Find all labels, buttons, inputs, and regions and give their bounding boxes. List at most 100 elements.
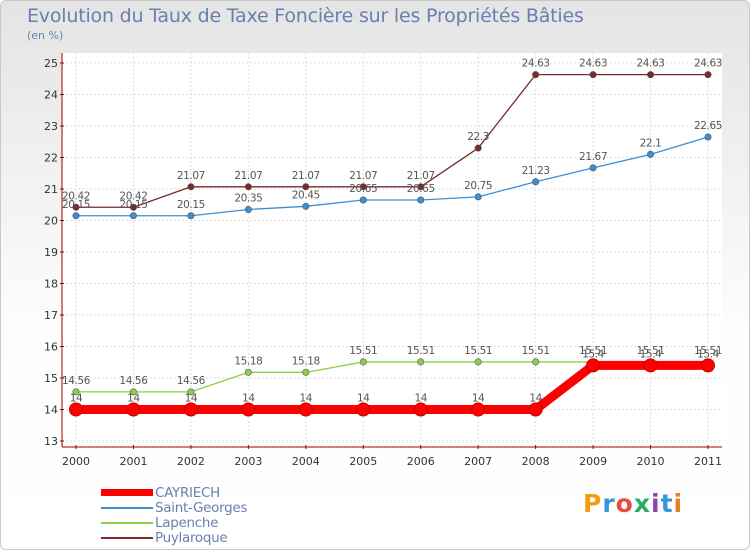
data-point bbox=[302, 368, 310, 376]
logo-letter: x bbox=[633, 489, 651, 518]
data-label: 21.23 bbox=[522, 165, 550, 177]
data-point bbox=[471, 402, 486, 417]
logo-letter: i bbox=[673, 489, 684, 518]
x-tick-label: 2004 bbox=[292, 455, 320, 468]
series-line-saint-georges bbox=[76, 136, 709, 217]
legend-item: Lapenche bbox=[101, 515, 247, 531]
data-point bbox=[704, 133, 712, 141]
data-label: 20.15 bbox=[177, 199, 205, 211]
data-point bbox=[244, 368, 252, 376]
y-tick-label: 16 bbox=[44, 341, 58, 354]
series-line-cayriech bbox=[76, 360, 708, 414]
data-point bbox=[474, 144, 482, 152]
data-point bbox=[359, 183, 367, 191]
data-label: 14 bbox=[127, 393, 140, 405]
data-label: 14 bbox=[70, 393, 83, 405]
legend-swatch bbox=[101, 506, 153, 509]
data-label: 14 bbox=[242, 393, 255, 405]
data-point bbox=[69, 402, 83, 417]
data-point bbox=[126, 402, 141, 417]
legend-item: Puylaroque bbox=[101, 529, 247, 546]
data-point bbox=[532, 358, 540, 366]
x-tick-label: 2008 bbox=[522, 455, 550, 468]
data-label: 24.63 bbox=[522, 58, 550, 70]
logo-letter: t bbox=[660, 489, 674, 518]
y-tick-label: 23 bbox=[44, 120, 58, 133]
x-tick-label: 2000 bbox=[62, 455, 90, 468]
legend-swatch bbox=[101, 521, 153, 524]
data-label: 20.42 bbox=[62, 190, 90, 202]
data-label: 20.35 bbox=[234, 192, 262, 204]
data-point bbox=[359, 196, 367, 204]
data-label: 14 bbox=[472, 393, 485, 405]
data-label: 20.75 bbox=[464, 180, 492, 192]
data-point bbox=[532, 178, 540, 186]
data-label: 20.15 bbox=[62, 199, 90, 211]
legend-label: Puylaroque bbox=[155, 529, 228, 546]
data-point bbox=[129, 388, 137, 396]
logo-letter: r bbox=[602, 489, 616, 518]
y-tick-label: 21 bbox=[44, 183, 58, 196]
x-tick-label: 2002 bbox=[177, 455, 205, 468]
x-tick-label: 2005 bbox=[349, 455, 377, 468]
data-point bbox=[183, 402, 198, 417]
data-label: 14.56 bbox=[62, 375, 91, 387]
data-point bbox=[643, 358, 658, 373]
legend-item: Saint-Georges bbox=[101, 499, 248, 516]
x-tick-label: 2007 bbox=[464, 455, 492, 468]
series-line-puylaroque bbox=[76, 74, 708, 208]
data-label: 20.65 bbox=[349, 183, 377, 195]
legend-label: Saint-Georges bbox=[155, 499, 248, 516]
plot-area bbox=[62, 53, 722, 441]
y-tick-label: 22 bbox=[44, 152, 58, 165]
data-point bbox=[704, 71, 712, 79]
data-label: 24.63 bbox=[579, 58, 607, 70]
data-point bbox=[241, 402, 256, 417]
data-point bbox=[589, 164, 597, 172]
y-tick-label: 15 bbox=[44, 372, 58, 385]
data-label: 15.51 bbox=[464, 345, 492, 357]
data-label: 24.63 bbox=[637, 58, 665, 70]
data-point bbox=[701, 358, 715, 373]
data-label: 21.07 bbox=[407, 170, 435, 182]
data-label: 15.4 bbox=[582, 348, 604, 360]
data-point bbox=[417, 183, 425, 191]
data-label: 21.07 bbox=[292, 170, 320, 182]
chart-unit: (en %) bbox=[27, 29, 64, 42]
data-point bbox=[129, 203, 137, 211]
y-tick-label: 17 bbox=[44, 309, 58, 322]
data-point bbox=[302, 183, 310, 191]
logo-letter: i bbox=[651, 489, 661, 518]
x-tick-label: 2003 bbox=[234, 455, 262, 468]
data-label: 21.67 bbox=[579, 151, 607, 163]
data-label: 14 bbox=[185, 393, 198, 405]
logo-letter: o bbox=[615, 489, 634, 518]
chart-title: Evolution du Taux de Taxe Foncière sur l… bbox=[27, 5, 584, 27]
data-point bbox=[359, 358, 367, 366]
data-label: 15.51 bbox=[579, 345, 607, 357]
logo-letter: P bbox=[583, 489, 603, 518]
data-point bbox=[187, 183, 195, 191]
data-point bbox=[474, 358, 482, 366]
data-point bbox=[298, 402, 313, 417]
data-label: 20.42 bbox=[119, 190, 147, 202]
y-tick-label: 13 bbox=[44, 435, 58, 448]
y-tick-label: 14 bbox=[44, 404, 58, 417]
x-tick-label: 2010 bbox=[637, 455, 665, 468]
legend-swatch bbox=[101, 536, 153, 539]
data-point bbox=[356, 402, 371, 417]
x-tick-label: 2001 bbox=[119, 455, 147, 468]
data-label: 14 bbox=[414, 393, 427, 405]
data-label: 14 bbox=[529, 393, 542, 405]
legend-item: CAYRIECH bbox=[101, 484, 247, 501]
data-point bbox=[72, 388, 80, 396]
data-point bbox=[72, 212, 80, 220]
data-label: 22.3 bbox=[467, 131, 489, 143]
legend-label: CAYRIECH bbox=[155, 484, 220, 501]
data-label: 15.4 bbox=[697, 348, 719, 360]
data-label: 15.18 bbox=[234, 355, 262, 367]
data-label: 20.45 bbox=[292, 189, 320, 201]
proxiti-logo: Proxiti bbox=[583, 489, 683, 518]
